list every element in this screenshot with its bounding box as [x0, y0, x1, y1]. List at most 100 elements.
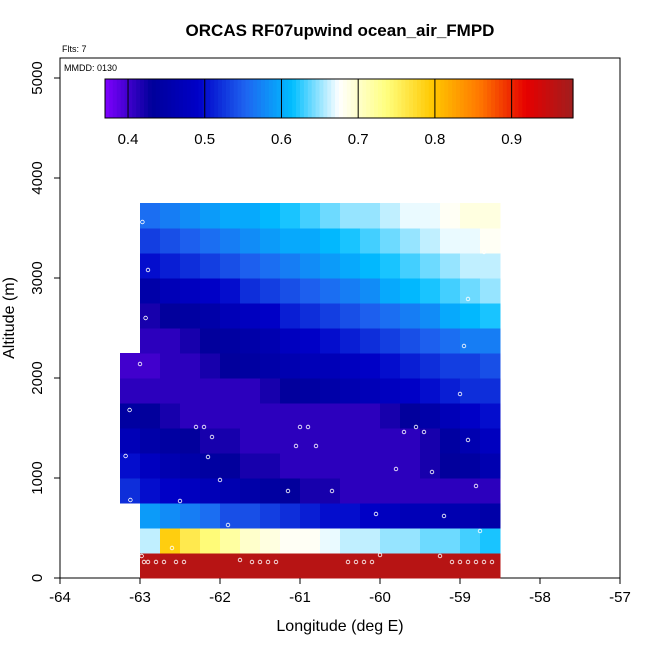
colorbar-segment: [296, 79, 301, 118]
x-tick-label: -59: [449, 589, 471, 606]
heatmap-cell: [440, 228, 461, 254]
colorbar-segment: [136, 79, 141, 118]
heatmap-cell: [420, 503, 441, 529]
heatmap-cell: [440, 278, 461, 304]
heatmap-cell: [480, 228, 501, 254]
heatmap-cell: [380, 503, 401, 529]
sample-point: [257, 559, 263, 565]
heatmap-cell: [460, 403, 481, 429]
sample-point: [297, 424, 303, 430]
colorbar-segment: [569, 79, 574, 118]
heatmap-cell: [200, 378, 221, 404]
colorbar-tick-label: 0.5: [194, 131, 215, 148]
heatmap-cell: [200, 303, 221, 329]
heatmap-cell: [420, 553, 441, 579]
heatmap-cell: [120, 453, 141, 479]
colorbar-segment: [179, 79, 184, 118]
heatmap-cell: [140, 328, 161, 354]
sample-point: [421, 429, 427, 435]
colorbar-segment: [491, 79, 496, 118]
sample-point: [481, 249, 487, 255]
heatmap-cell: [340, 203, 361, 229]
heatmap-cell: [240, 303, 261, 329]
colorbar-tick-label: 0.7: [348, 131, 369, 148]
sample-point: [169, 545, 175, 551]
colorbar-segment: [171, 79, 176, 118]
sample-point: [145, 559, 151, 565]
colorbar-segment: [120, 79, 126, 118]
heatmap-cell: [300, 378, 321, 404]
heatmap-cell: [480, 553, 501, 579]
colorbar-segment: [264, 79, 270, 118]
heatmap-cell: [260, 328, 281, 354]
colorbar-segment: [163, 79, 168, 118]
heatmap-cell: [160, 403, 181, 429]
heatmap-cell: [360, 528, 381, 554]
heatmap-cell: [460, 453, 481, 479]
sample-point: [161, 559, 167, 565]
heatmap-cell: [180, 253, 201, 279]
heatmap-cell: [480, 303, 501, 329]
heatmap-cell: [440, 328, 461, 354]
heatmap-cell: [420, 428, 441, 454]
heatmap-cell: [480, 253, 501, 279]
y-tick-label: 2000: [29, 361, 46, 394]
colorbar-segment: [358, 79, 363, 118]
heatmap-cell: [240, 228, 261, 254]
heatmap-cell: [260, 403, 281, 429]
colorbar-segment: [378, 79, 383, 118]
colorbar-segment: [323, 79, 328, 118]
heatmap-cell: [420, 353, 441, 379]
heatmap-cell: [380, 428, 401, 454]
colorbar-segment: [335, 79, 340, 118]
colorbar-segment: [147, 79, 153, 118]
colorbar-segment: [346, 79, 352, 118]
heatmap-cell: [280, 228, 301, 254]
heatmap-cell: [180, 453, 201, 479]
colorbar-segment: [483, 79, 488, 118]
sample-point: [429, 469, 435, 475]
heatmap-cell: [200, 278, 221, 304]
colorbar-segment: [167, 79, 172, 118]
heatmap-cell: [420, 528, 441, 554]
heatmap-cell: [340, 353, 361, 379]
heatmap-cell: [460, 503, 481, 529]
heatmap-cell: [120, 478, 141, 504]
sample-point: [473, 559, 479, 565]
colorbar-segment: [553, 79, 558, 118]
heatmap-cell: [400, 203, 421, 229]
colorbar-segment: [440, 79, 445, 118]
heatmap-cell: [480, 403, 501, 429]
heatmap-cell: [320, 328, 341, 354]
colorbar-segment: [565, 79, 570, 118]
heatmap-cell: [320, 253, 341, 279]
colorbar-segment: [526, 79, 531, 118]
heatmap-cell: [480, 478, 501, 504]
heatmap-cell: [320, 503, 341, 529]
heatmap-cell: [240, 503, 261, 529]
heatmap-cell: [140, 428, 161, 454]
heatmap-cell: [240, 428, 261, 454]
heatmap-cell: [440, 528, 461, 554]
heatmap-cell: [360, 353, 381, 379]
colorbar-segment: [381, 79, 387, 118]
colorbar-segment: [393, 79, 399, 118]
heatmap-cell: [440, 453, 461, 479]
x-tick-label: -61: [289, 589, 311, 606]
heatmap-cell: [120, 353, 141, 379]
heatmap-cell: [180, 353, 201, 379]
colorbar-segment: [420, 79, 426, 118]
y-tick-label: 4000: [29, 161, 46, 194]
colorbar-segment: [303, 79, 309, 118]
colorbar-segment: [549, 79, 555, 118]
heatmap-cell: [160, 253, 181, 279]
heatmap-cell: [140, 403, 161, 429]
heatmap-cell: [420, 303, 441, 329]
colorbar-segment: [530, 79, 535, 118]
colorbar-segment: [190, 79, 196, 118]
heatmap-cell: [180, 328, 201, 354]
colorbar-segment: [151, 79, 157, 118]
heatmap-cell: [480, 278, 501, 304]
colorbar-segment: [448, 79, 453, 118]
heatmap-cell: [160, 278, 181, 304]
